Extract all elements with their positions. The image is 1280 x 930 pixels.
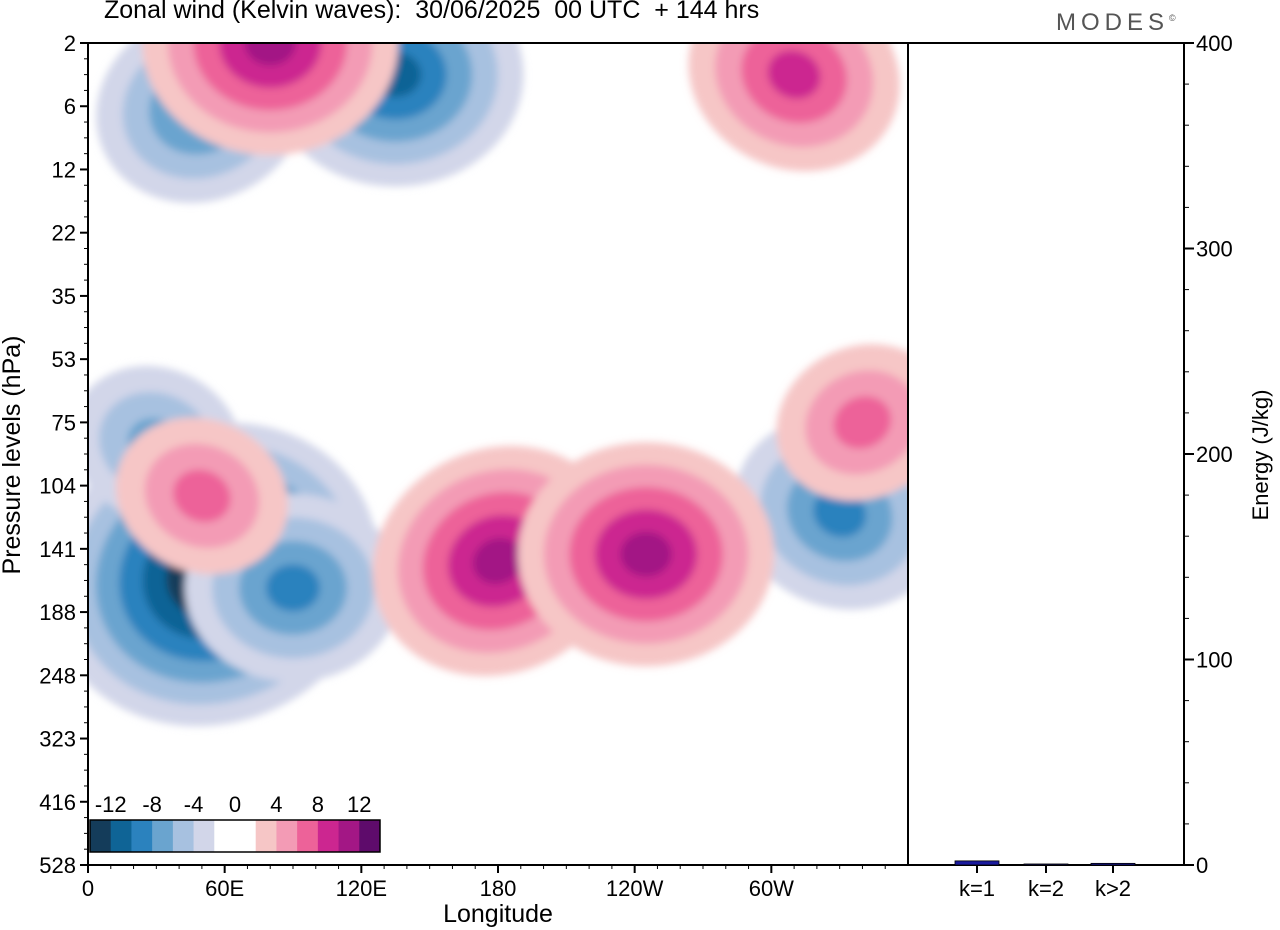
energy-panel-frame bbox=[907, 42, 1185, 866]
colorbar-swatch bbox=[172, 820, 195, 852]
colorbar-label: 0 bbox=[229, 792, 241, 817]
energy-bar bbox=[1023, 863, 1069, 866]
y-tick-label: 188 bbox=[39, 600, 76, 625]
y-tick-label: 53 bbox=[52, 347, 76, 372]
y-tick-label: 323 bbox=[39, 727, 76, 752]
x-tick-label: 120E bbox=[336, 876, 387, 901]
energy-tick-label: 300 bbox=[1196, 237, 1233, 262]
anomaly-contour-level bbox=[767, 50, 821, 99]
brand-logo: MODES© bbox=[1056, 9, 1176, 37]
colorbar-swatch bbox=[90, 820, 112, 852]
anomaly-contour-level bbox=[173, 469, 231, 522]
x-tick-label: 180 bbox=[480, 876, 517, 901]
energy-bar bbox=[1090, 862, 1136, 866]
y-tick-label: 248 bbox=[39, 663, 76, 688]
positive-wind-anomaly bbox=[142, 43, 399, 155]
colorbar-swatch bbox=[317, 820, 340, 852]
colorbar-label: 8 bbox=[312, 792, 324, 817]
brand-mark: © bbox=[1169, 13, 1176, 23]
anomaly-contour-level bbox=[813, 488, 867, 538]
brand-name: MODES bbox=[1056, 9, 1170, 36]
wind-anomaly-fields bbox=[88, 43, 908, 727]
energy-bar bbox=[954, 860, 1000, 866]
colorbar-swatch bbox=[359, 820, 381, 852]
colorbar-swatch bbox=[214, 820, 236, 852]
x-tick-label: 0 bbox=[82, 876, 94, 901]
positive-wind-anomaly bbox=[115, 417, 288, 575]
colorbar-label: -12 bbox=[95, 792, 127, 817]
anomaly-contour-level bbox=[472, 537, 524, 584]
y-tick-label: 2 bbox=[64, 31, 76, 56]
energy-tick-label: 400 bbox=[1196, 31, 1233, 56]
energy-category-label: k>2 bbox=[1095, 876, 1131, 901]
colorbar-swatch bbox=[193, 820, 215, 852]
y-tick-label: 528 bbox=[39, 853, 76, 878]
positive-wind-anomaly bbox=[688, 43, 900, 172]
pressure-axis: 2 6 12 22 35 53 75 104 141 188 248 323 416 528 bbox=[39, 31, 88, 878]
energy-category-label: k=2 bbox=[1028, 876, 1064, 901]
colorbar-swatch bbox=[152, 820, 174, 852]
energy-axis-label: Energy (J/kg) bbox=[1248, 390, 1273, 521]
colorbar-label: 12 bbox=[347, 792, 371, 817]
colorbar-swatch bbox=[255, 820, 277, 852]
y-tick-label: 6 bbox=[64, 94, 76, 119]
colorbar-swatch bbox=[276, 820, 298, 852]
colorbar-label: -4 bbox=[184, 792, 204, 817]
y-tick-label: 35 bbox=[52, 284, 76, 309]
y-tick-label: 104 bbox=[39, 474, 76, 499]
x-tick-label: 60W bbox=[749, 876, 794, 901]
chart-title: Zonal wind (Kelvin waves): 30/06/2025 00… bbox=[104, 0, 760, 24]
longitude-axis: 0 60E 120E 180 120W 60W bbox=[82, 865, 886, 901]
colorbar-swatch bbox=[297, 820, 319, 852]
y-tick-label: 416 bbox=[39, 790, 76, 815]
colorbar-legend: -12 -8 -4 0 4 8 12 bbox=[89, 792, 381, 853]
anomaly-contour-level bbox=[244, 43, 296, 66]
y-tick-label: 141 bbox=[39, 537, 76, 562]
colorbar-swatch bbox=[235, 820, 257, 852]
y-axis-label: Pressure levels (hPa) bbox=[0, 336, 26, 575]
hovmoller-heatmap bbox=[88, 43, 908, 727]
energy-tick-label: 200 bbox=[1196, 442, 1233, 467]
colorbar-label: 4 bbox=[270, 792, 282, 817]
colorbar-frame bbox=[89, 819, 381, 853]
x-tick-label: 120W bbox=[606, 876, 664, 901]
colorbar-swatch bbox=[110, 820, 132, 852]
colorbar-swatch bbox=[338, 820, 360, 852]
colorbar-swatch bbox=[131, 820, 153, 852]
energy-bar-chart: 0 100 200 300 400 k=1 k=2 k>2 bbox=[954, 31, 1233, 901]
energy-category-label: k=1 bbox=[959, 876, 995, 901]
energy-tick-label: 0 bbox=[1196, 853, 1208, 878]
x-axis-label: Longitude bbox=[443, 900, 553, 928]
positive-wind-anomaly bbox=[776, 344, 908, 501]
anomaly-contour-level bbox=[266, 564, 320, 612]
x-tick-label: 60E bbox=[205, 876, 244, 901]
colorbar-label: -8 bbox=[142, 792, 162, 817]
y-tick-label: 22 bbox=[52, 221, 76, 246]
y-tick-label: 12 bbox=[52, 157, 76, 182]
anomaly-contour-level bbox=[620, 531, 672, 577]
anomaly-contour-level bbox=[833, 396, 892, 449]
energy-tick-label: 100 bbox=[1196, 648, 1233, 673]
positive-wind-anomaly bbox=[518, 442, 775, 667]
y-tick-label: 75 bbox=[52, 410, 76, 435]
